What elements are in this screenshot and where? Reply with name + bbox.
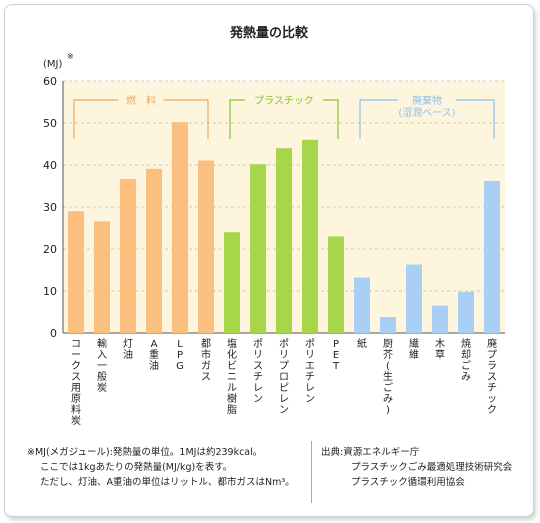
bar — [380, 317, 396, 333]
bar — [406, 264, 422, 333]
bar — [224, 232, 240, 333]
group-label: プラスチック — [254, 95, 314, 107]
y-tick-label: 60 — [43, 75, 57, 88]
group-label: 廃棄物 — [412, 94, 442, 107]
bar — [276, 148, 292, 333]
x-tick-label: 繊維 — [409, 337, 419, 361]
bar — [250, 164, 266, 333]
bar — [120, 178, 136, 333]
x-tick-label: 都市ガス — [201, 338, 211, 383]
x-tick-label: 廃プラスチック — [487, 337, 497, 416]
y-tick-label: 40 — [43, 159, 57, 172]
x-tick-label: 塩化ビニル樹脂 — [227, 337, 237, 416]
bar — [198, 160, 214, 333]
y-tick-label: 50 — [43, 117, 57, 130]
source-line-3: プラスチック循環利用協会 — [351, 477, 465, 488]
group-sublabel: (湿潤ベース) — [398, 107, 455, 119]
x-tick-label: 灯油 — [123, 338, 133, 361]
x-tick-label: コークス用原料炭 — [71, 339, 81, 427]
y-tick-label: 20 — [43, 243, 57, 256]
group-label-bg — [118, 92, 164, 107]
group-label-bg — [245, 92, 323, 107]
y-tick-label: 10 — [43, 285, 57, 298]
bar — [68, 211, 84, 333]
x-tick-label: 焼却ごみ — [461, 338, 471, 383]
y-tick-label: 30 — [43, 201, 57, 214]
bar — [432, 305, 448, 333]
bar — [458, 291, 474, 333]
heat-value-bar-chart: 発熱量の比較 (MJ) ※ 0 10 20 30 40 50 60 燃 料 プラスチック 廃棄物(湿潤ベ… — [43, 25, 505, 427]
x-tick-label: ポリスチレン — [253, 338, 263, 405]
y-axis-unit-label: (MJ) — [43, 59, 62, 70]
y-tick-label: 0 — [50, 327, 57, 340]
bar — [94, 221, 110, 333]
bar — [302, 139, 318, 333]
footnote-line-1: ※MJ(メガジュール):発熱量の単位。1MJは約239kcal。 — [27, 447, 263, 458]
chart-card: 発熱量の比較 (MJ) ※ 0 10 20 30 40 50 60 燃 料 プラスチック 廃棄物 (湿潤ベ… — [4, 4, 534, 517]
x-tick-label: ポリエチレン — [305, 338, 315, 405]
footnote-divider — [311, 441, 312, 503]
source-line-1: 出典:資源エネルギー庁 — [321, 447, 420, 458]
x-tick-label: ポリプロピレン — [279, 338, 289, 416]
bar-extension — [198, 145, 214, 161]
footnote-line-3: ただし、灯油、A重油の単位はリットル、都市ガスはNm³。 — [40, 477, 295, 488]
bar — [328, 236, 344, 333]
source-footnote: 出典:資源エネルギー庁 プラスチックごみ最適処理技術研究会 プラスチック循環利用… — [321, 445, 512, 490]
source-line-2: プラスチックごみ最適処理技術研究会 — [351, 462, 513, 473]
group-label-bg — [398, 92, 456, 107]
y-axis-unit-mark: ※ — [67, 52, 74, 61]
unit-footnote: ※MJ(メガジュール):発熱量の単位。1MJは約239kcal。 ここでは1kg… — [27, 445, 295, 490]
x-tick-label: 紙 — [357, 337, 367, 350]
bar — [484, 180, 500, 333]
chart-title: 発熱量の比較 — [229, 25, 309, 41]
x-tick-label: 輸入一般炭 — [97, 337, 107, 394]
x-tick-label: A 重油 — [149, 339, 159, 372]
x-tick-label: 木草 — [435, 338, 445, 361]
bar — [172, 122, 188, 333]
bar — [354, 277, 370, 333]
footnote-line-2: ここでは1kgあたりの発熱量(MJ/kg)を表す。 — [40, 462, 233, 473]
bar — [146, 168, 162, 333]
group-label: 燃 料 — [126, 94, 156, 107]
x-tick-label: 厨芥(生ごみ) — [383, 338, 393, 416]
